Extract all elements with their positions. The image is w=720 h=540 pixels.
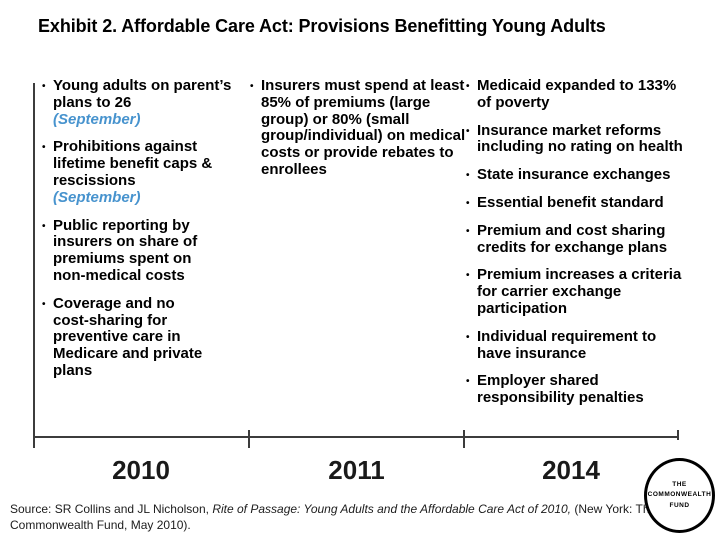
bullet-text: Public reporting by insurers on share of… bbox=[53, 216, 198, 284]
timeline-tick bbox=[677, 430, 679, 440]
list-item: Prohibitions against lifetime benefit ca… bbox=[42, 139, 242, 206]
logo-line: FUND bbox=[669, 501, 690, 509]
list-item: Public reporting by insurers on share of… bbox=[42, 216, 242, 285]
bullet-list-2011: Insurers must spend at least 85% of prem… bbox=[250, 77, 468, 179]
bullet-list-2014: Medicaid expanded to 133% of poverty Ins… bbox=[466, 77, 686, 407]
bullet-text: Premium increases a criteria for carrier… bbox=[477, 266, 682, 317]
bullet-text: Premium and cost sharing credits for exc… bbox=[477, 221, 668, 256]
list-item: Essential benefit standard bbox=[466, 193, 686, 212]
timeline-tick bbox=[248, 430, 250, 448]
list-item: Premium increases a criteria for carrier… bbox=[466, 267, 686, 317]
bullet-text: Individual requirement to have insurance bbox=[477, 327, 657, 362]
timeline-year-2010: 2010 bbox=[112, 455, 170, 485]
list-item: Coverage and no cost‑sharing for prevent… bbox=[42, 294, 242, 380]
column-2010: Young adults on parent’s plans to 26 (Se… bbox=[42, 77, 242, 391]
column-2014: Medicaid expanded to 133% of poverty Ins… bbox=[466, 77, 686, 418]
source-suffix: (New York: The Commonwealth Fund, May 20… bbox=[10, 502, 657, 532]
source-prefix: Source: SR Collins and JL Nicholson, bbox=[10, 502, 213, 516]
timeline-tick bbox=[33, 436, 35, 448]
page-title: Exhibit 2. Affordable Care Act: Provisio… bbox=[38, 16, 606, 36]
list-item: Insurers must spend at least 85% of prem… bbox=[250, 77, 468, 179]
list-item: Premium and cost sharing credits for exc… bbox=[466, 221, 686, 257]
bullet-text: Insurers must spend at least 85% of prem… bbox=[261, 77, 466, 178]
timeline-axis bbox=[33, 436, 679, 438]
bullet-text: State insurance exchanges bbox=[477, 166, 671, 184]
source-title: Rite of Passage: Young Adults and the Af… bbox=[212, 502, 572, 516]
commonwealth-fund-logo: THE COMMONWEALTH FUND bbox=[644, 458, 715, 533]
bullet-list-2010: Young adults on parent’s plans to 26 (Se… bbox=[42, 77, 242, 380]
timeline-left-edge-line bbox=[33, 83, 35, 437]
list-item: Medicaid expanded to 133% of poverty bbox=[466, 77, 686, 112]
logo-line: COMMONWEALTH bbox=[647, 491, 712, 499]
bullet-text: Insurance market reforms including no ra… bbox=[477, 121, 683, 156]
timeline-year-2014: 2014 bbox=[542, 455, 600, 485]
bullet-text: Essential benefit standard bbox=[477, 193, 664, 211]
bullet-text: Medicaid expanded to 133% of poverty bbox=[477, 77, 677, 111]
list-item: State insurance exchanges bbox=[466, 166, 686, 184]
bullet-text: Young adults on parent’s plans to 26 bbox=[53, 77, 232, 111]
timeline-tick bbox=[463, 430, 465, 448]
list-item: Insurance market reforms including no ra… bbox=[466, 121, 686, 157]
column-2011: Insurers must spend at least 85% of prem… bbox=[250, 77, 468, 190]
bullet-text: Coverage and no cost‑sharing for prevent… bbox=[53, 294, 203, 379]
bullet-note: (September) bbox=[53, 188, 141, 206]
list-item: Individual requirement to have insurance bbox=[466, 327, 686, 363]
bullet-note: (September) bbox=[53, 110, 141, 128]
list-item: Employer shared responsibility penalties bbox=[466, 373, 686, 407]
source-citation: Source: SR Collins and JL Nicholson, Rit… bbox=[10, 502, 662, 534]
bullet-text: Employer shared responsibility penalties bbox=[477, 372, 644, 407]
logo-line: THE bbox=[672, 481, 687, 489]
list-item: Young adults on parent’s plans to 26 (Se… bbox=[42, 77, 242, 128]
bullet-text: Prohibitions against lifetime benefit ca… bbox=[53, 138, 213, 189]
timeline-year-2011: 2011 bbox=[328, 455, 385, 485]
